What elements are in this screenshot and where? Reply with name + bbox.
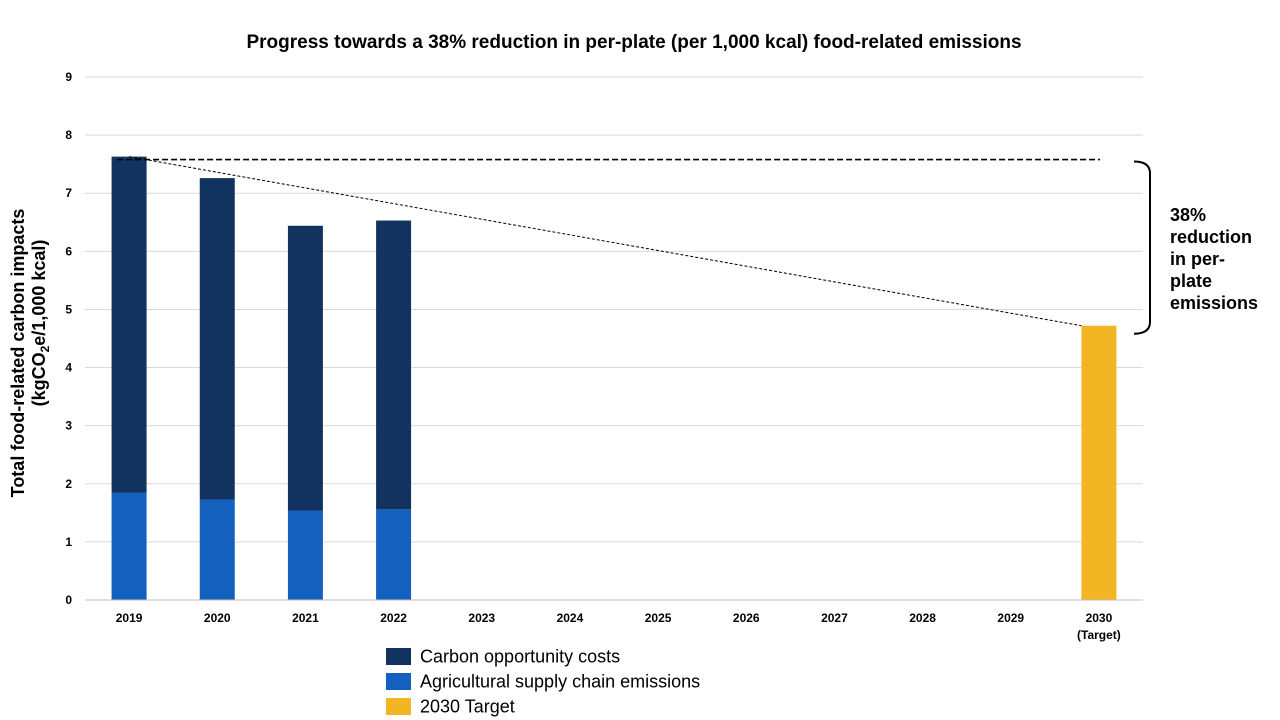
bar-segment (1081, 325, 1117, 600)
x-tick-label: 2023 (468, 611, 495, 625)
legend-swatch (386, 698, 411, 715)
annotation-line: reduction (1170, 227, 1252, 247)
x-tick-label: 2020 (204, 611, 231, 625)
legend: Carbon opportunity costs Agricultural sup… (386, 647, 700, 717)
y-tick-label: 4 (65, 361, 72, 375)
x-tick-label: 2028 (909, 611, 936, 625)
bar-segment (111, 492, 147, 600)
legend-swatch (386, 648, 411, 665)
legend-label: Agricultural supply chain emissions (420, 672, 700, 692)
x-tick-label: 2026 (733, 611, 760, 625)
bar-segment (199, 178, 235, 500)
legend-swatch (386, 673, 411, 690)
annotation-line: 38% (1170, 205, 1206, 225)
x-tick-label: 2019 (116, 611, 143, 625)
bars (111, 156, 1117, 600)
bar-segment (199, 499, 235, 600)
annotation-line: plate (1170, 271, 1212, 291)
y-axis-label-units: (kgCO2e/1,000 kcal) (29, 240, 52, 407)
gridlines (85, 76, 1143, 543)
bar-segment (287, 510, 323, 600)
x-tick-label: 2022 (380, 611, 407, 625)
x-tick-label: 2030 (1086, 611, 1113, 625)
y-axis-unit-prefix: (kgCO (29, 352, 49, 406)
bar-segment (376, 509, 412, 600)
y-axis-unit-sub: 2 (38, 345, 52, 352)
x-tick-label: 2025 (645, 611, 672, 625)
bar-segment (376, 220, 412, 510)
trajectory-dashed-line (128, 156, 1082, 327)
x-tick-label: 2024 (557, 611, 584, 625)
x-tick-sublabel: (Target) (1077, 628, 1121, 642)
y-tick-label: 3 (65, 419, 72, 433)
x-tick-label: 2027 (821, 611, 848, 625)
y-axis-unit-suffix: e/1,000 kcal) (29, 240, 49, 346)
x-tick-label: 2021 (292, 611, 319, 625)
y-tick-label: 5 (65, 302, 72, 316)
chart-title: Progress towards a 38% reduction in per-… (246, 32, 1021, 53)
bar-segment (111, 156, 147, 493)
annotation-line: in per- (1170, 249, 1225, 269)
bar-segment (287, 225, 323, 511)
y-tick-label: 7 (65, 186, 72, 200)
legend-label: Carbon opportunity costs (420, 647, 620, 667)
y-tick-label: 1 (65, 535, 72, 549)
x-tick-label: 2029 (997, 611, 1024, 625)
y-axis-label: Total food-related carbon impacts (8, 209, 28, 498)
y-axis-ticks: 0 1 2 3 4 5 6 7 8 9 (65, 70, 72, 607)
reduction-bracket (1133, 160, 1151, 335)
legend-label: 2030 Target (420, 697, 515, 717)
y-tick-label: 6 (65, 244, 72, 258)
y-tick-label: 8 (65, 128, 72, 142)
annotation-line: emissions (1170, 293, 1258, 313)
x-axis-ticks: 2019 2020 2021 2022 2023 2024 2025 2026 2027 2028… (116, 611, 1121, 642)
y-tick-label: 9 (65, 70, 72, 84)
y-tick-label: 0 (65, 593, 72, 607)
y-tick-label: 2 (65, 477, 72, 491)
